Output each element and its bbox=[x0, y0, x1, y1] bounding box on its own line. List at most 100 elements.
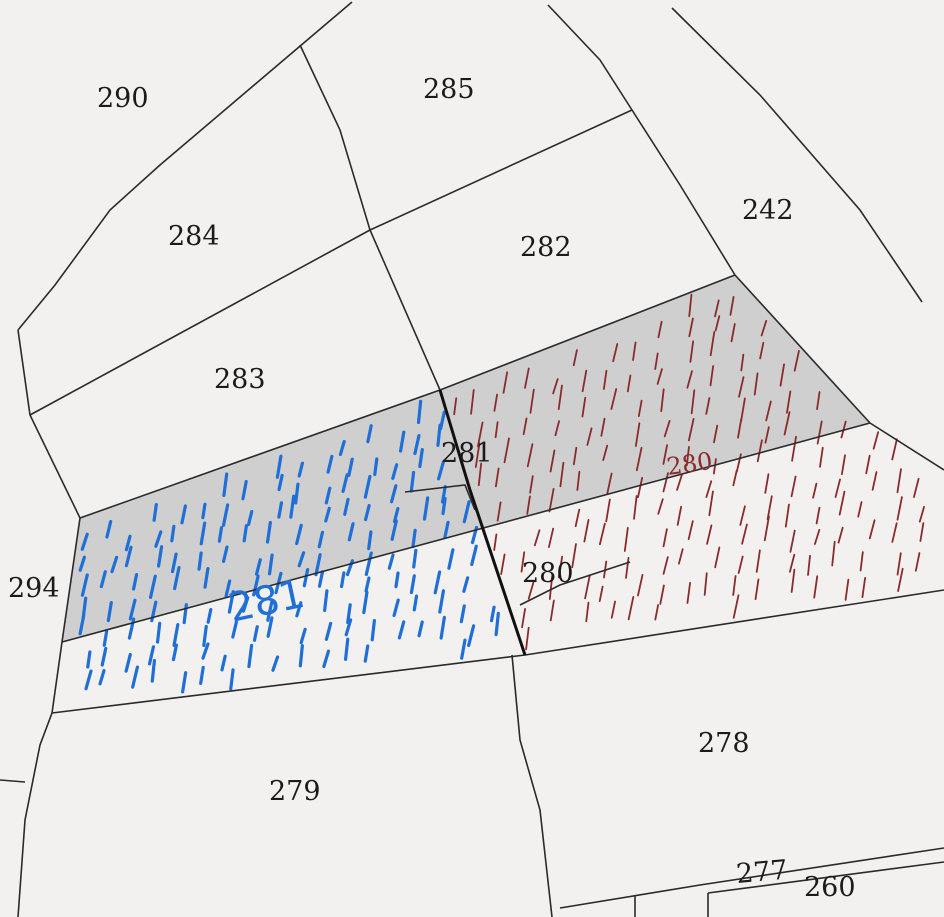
hatch-stroke bbox=[154, 530, 163, 548]
hatch-stroke bbox=[868, 519, 876, 540]
hatch-stroke bbox=[147, 645, 156, 666]
hatch-stroke bbox=[364, 576, 371, 593]
hatch-stroke bbox=[581, 369, 588, 393]
hatch-stroke bbox=[637, 476, 644, 499]
hatch-stroke bbox=[896, 468, 902, 494]
hatch-stroke bbox=[521, 607, 526, 629]
hatch-stroke bbox=[171, 643, 179, 662]
hatch-stroke bbox=[271, 655, 280, 672]
parcel-label-283: 283 bbox=[214, 364, 266, 395]
split-boundary bbox=[438, 389, 527, 656]
hatch-stroke bbox=[252, 574, 260, 597]
hatch-stroke bbox=[634, 422, 641, 447]
hatch-stroke bbox=[267, 553, 274, 576]
hatch-stroke bbox=[859, 551, 864, 572]
hatch-stroke bbox=[417, 620, 424, 638]
hatch-stroke bbox=[522, 417, 528, 436]
hatch-stroke bbox=[412, 594, 419, 612]
hatch-stroke bbox=[156, 545, 164, 568]
hatch-stroke bbox=[241, 480, 248, 501]
hatch-stroke bbox=[677, 548, 684, 565]
hatch-stroke bbox=[265, 520, 272, 544]
hatch-stroke bbox=[441, 497, 447, 516]
hatch-stroke bbox=[80, 573, 89, 597]
hatch-stroke bbox=[462, 500, 471, 524]
hatch-stroke bbox=[390, 519, 398, 541]
hatch-stroke bbox=[347, 522, 355, 542]
hatch-stroke bbox=[913, 477, 920, 498]
hatch-stroke bbox=[763, 515, 770, 542]
hatch-stroke bbox=[275, 454, 283, 479]
hatch-stroke bbox=[246, 509, 254, 527]
hatch-stroke bbox=[302, 568, 310, 588]
hatch-stroke bbox=[581, 396, 587, 418]
hatch-stroke bbox=[180, 504, 188, 525]
hatch-stroke bbox=[277, 501, 284, 519]
hatch-stroke bbox=[662, 472, 669, 493]
hatch-stroke bbox=[494, 421, 499, 439]
hatch-stroke bbox=[548, 575, 554, 600]
hatch-stroke bbox=[557, 555, 564, 579]
hatch-stroke bbox=[687, 520, 694, 540]
parcel-label-280: 280 bbox=[522, 558, 574, 589]
hatch-stroke bbox=[605, 498, 611, 523]
hatch-stroke bbox=[199, 665, 205, 685]
hatch-stroke bbox=[549, 599, 555, 622]
hatch-stroke bbox=[865, 454, 871, 475]
hatch-stroke bbox=[626, 374, 632, 393]
hatch-stroke bbox=[753, 372, 759, 396]
hatch-stroke bbox=[654, 604, 660, 621]
hatch-stroke bbox=[552, 378, 559, 395]
hatch-stroke bbox=[784, 503, 790, 528]
hatch-stroke bbox=[367, 530, 373, 551]
hatch-stroke bbox=[502, 371, 509, 394]
parcel-label-242: 242 bbox=[742, 195, 794, 226]
hatch-stroke bbox=[687, 418, 695, 442]
hatch-stroke bbox=[394, 571, 400, 589]
hatch-stroke bbox=[324, 506, 331, 523]
hatch-stroke bbox=[181, 671, 188, 694]
hatch-stroke bbox=[789, 529, 796, 553]
hatch-stroke bbox=[557, 384, 563, 411]
hatch-stroke bbox=[326, 454, 334, 474]
hatch-stroke bbox=[635, 446, 643, 472]
hatch-stroke bbox=[416, 399, 423, 425]
hatch-stroke bbox=[247, 643, 254, 669]
hatch-stroke bbox=[740, 353, 745, 372]
hatch-stroke bbox=[411, 528, 417, 549]
hatch-stroke bbox=[737, 418, 743, 439]
hatch-stroke bbox=[914, 552, 921, 572]
hatch-stroke bbox=[816, 420, 823, 445]
hatch-stroke bbox=[598, 522, 606, 546]
hatch-stroke bbox=[128, 598, 137, 621]
hatch-stroke bbox=[322, 649, 331, 669]
hatch-stroke bbox=[766, 495, 773, 521]
hatch-stroke bbox=[343, 637, 350, 661]
hatch-stroke bbox=[221, 503, 230, 527]
hatch-stroke bbox=[409, 574, 416, 595]
hatch-stroke bbox=[392, 507, 400, 524]
hatch-stroke bbox=[871, 471, 878, 491]
hatch-stroke bbox=[494, 611, 500, 637]
hatch-stroke bbox=[474, 442, 481, 468]
hatch-stroke bbox=[453, 397, 458, 416]
hatch-stroke bbox=[242, 524, 248, 543]
hatch-stroke bbox=[124, 545, 133, 568]
hatch-stroke bbox=[338, 439, 346, 457]
hatch-stroke bbox=[732, 469, 738, 487]
hatch-stroke bbox=[760, 319, 768, 337]
hatch-stroke bbox=[896, 552, 902, 576]
parcel-label-278: 278 bbox=[698, 728, 750, 759]
hatch-stroke bbox=[477, 421, 484, 448]
hatch-stroke bbox=[764, 473, 770, 494]
hatch-stroke bbox=[399, 430, 406, 453]
hatch-stroke bbox=[554, 420, 560, 437]
hatch-stroke bbox=[685, 445, 690, 467]
hatch-stroke bbox=[266, 599, 274, 622]
hatch-stroke bbox=[500, 553, 506, 575]
hatch-stroke bbox=[391, 463, 399, 480]
hatch-stroke bbox=[524, 367, 530, 389]
hatch-stroke bbox=[182, 603, 188, 625]
hatch-stroke bbox=[197, 551, 203, 571]
hatch-stroke bbox=[837, 526, 844, 544]
